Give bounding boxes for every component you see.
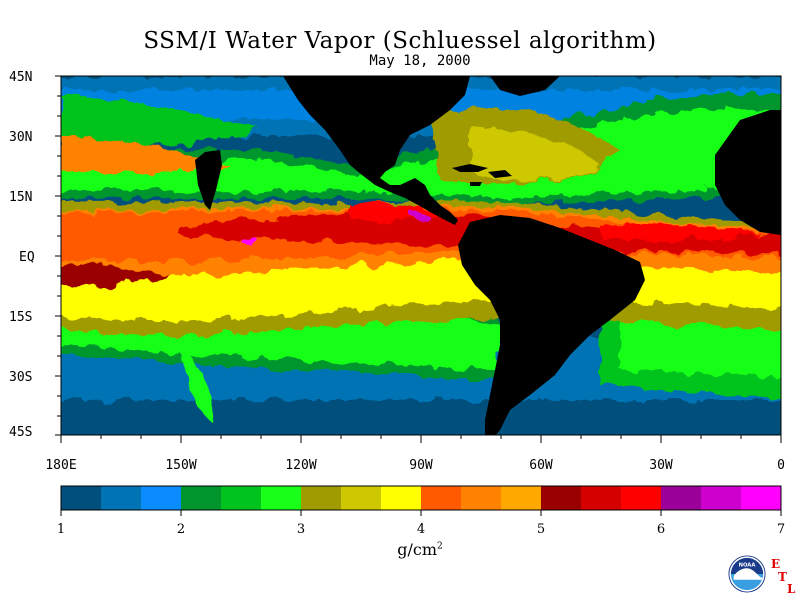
colorbar-swatch <box>581 486 622 510</box>
units-superscript: 2 <box>437 541 443 552</box>
noaa-logo: NOAA <box>728 555 766 593</box>
lat-label-30s: 30S <box>9 370 32 385</box>
colorbar-units: g/cm2 <box>370 540 470 559</box>
colorbar-swatch <box>181 486 222 510</box>
colorbar-swatch <box>301 486 342 510</box>
colorbar-swatch <box>741 486 782 510</box>
lon-label-120w: 120W <box>285 458 316 473</box>
colorbar-swatch <box>221 486 262 510</box>
map-date: May 18, 2000 <box>369 53 471 69</box>
colorbar-tick-label: 4 <box>417 522 425 537</box>
colorbar-swatch <box>621 486 662 510</box>
lat-label-45n: 45N <box>9 70 32 85</box>
map-title: SSM/I Water Vapor (Schluessel algorithm) <box>143 28 657 54</box>
colorbar-tick-label: 7 <box>777 522 785 537</box>
landmass-north-america <box>283 76 470 225</box>
lat-label-eq: EQ <box>19 250 35 265</box>
colorbar <box>60 485 782 511</box>
colorbar-swatch <box>421 486 462 510</box>
landmass-africa <box>715 110 781 235</box>
lat-label-15n: 15N <box>9 190 32 205</box>
lon-label-0: 0 <box>777 458 785 473</box>
colorbar-swatch <box>501 486 542 510</box>
colorbar-swatch <box>461 486 502 510</box>
colorbar-swatch <box>341 486 382 510</box>
lon-label-60w: 60W <box>529 458 553 473</box>
lon-label-150w: 150W <box>165 458 196 473</box>
etl-letter-e: E <box>771 557 781 571</box>
units-text: g/cm <box>397 540 438 559</box>
colorbar-tick-label: 1 <box>57 522 65 537</box>
lat-label-15s: 15S <box>9 310 32 325</box>
landmass-south-america <box>458 215 645 435</box>
colorbar-swatch <box>381 486 422 510</box>
colorbar-tick-label: 6 <box>657 522 665 537</box>
longitude-axis: 180E 150W 120W 90W 60W 30W 0 <box>45 435 785 473</box>
lon-label-30w: 30W <box>649 458 673 473</box>
colorbar-swatch <box>61 486 102 510</box>
colorbar-tick-label: 5 <box>537 522 545 537</box>
colorbar-swatch <box>101 486 142 510</box>
colorbar-swatch <box>261 486 302 510</box>
colorbar-swatch <box>701 486 742 510</box>
colorbar-ticks: 1 2 3 4 5 6 7 <box>57 510 785 537</box>
colorbar-swatch <box>661 486 702 510</box>
colorbar-tick-label: 3 <box>297 522 305 537</box>
lon-label-180e: 180E <box>45 458 76 473</box>
colorbar-swatch <box>141 486 182 510</box>
lat-label-45s: 45S <box>9 425 32 440</box>
lon-label-90w: 90W <box>409 458 433 473</box>
etl-letter-t: T <box>778 570 787 584</box>
etl-letter-l: L <box>787 582 796 596</box>
noaa-logo-text: NOAA <box>739 562 757 568</box>
latitude-axis: 45N 30N 15N EQ 15S 30S 45S <box>9 70 61 440</box>
colorbar-swatch <box>541 486 582 510</box>
colorbar-tick-label: 2 <box>177 522 185 537</box>
map-field <box>61 76 781 435</box>
lat-label-30n: 30N <box>9 130 32 145</box>
